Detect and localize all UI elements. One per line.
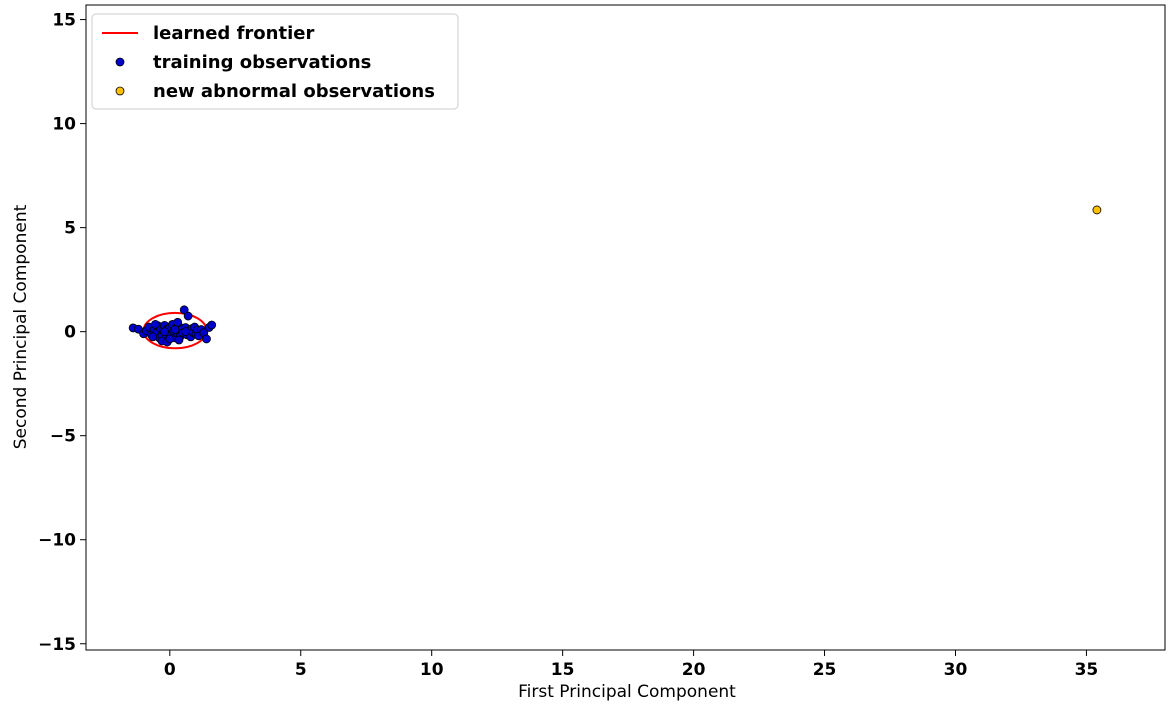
legend-marker-swatch: [115, 57, 125, 67]
y-tick-label: 0: [64, 323, 76, 343]
data-point: [165, 334, 175, 344]
x-tick-label: 30: [944, 660, 968, 680]
data-point: [160, 327, 169, 337]
data-point: [151, 319, 160, 329]
y-tick-label: −5: [50, 427, 76, 447]
data-point: [174, 335, 184, 345]
data-point: [179, 305, 189, 315]
data-point: [183, 311, 193, 321]
legend: learned frontier training observations new…: [91, 13, 459, 110]
series-0: [128, 305, 217, 347]
y-axis-label: Second Principal Component: [11, 204, 31, 449]
x-tick-label: 20: [682, 660, 706, 680]
y-tick-label: 15: [52, 11, 76, 31]
x-tick-label: 15: [551, 660, 575, 680]
data-point: [1092, 205, 1102, 215]
legend-label: new abnormal observations: [153, 81, 435, 102]
data-point: [207, 320, 217, 330]
legend-label: training observations: [153, 52, 371, 73]
y-axis-ticks: −15 −10 −5 0 5 10 15: [38, 11, 86, 655]
y-tick-label: −15: [38, 635, 76, 655]
x-tick-label: 0: [164, 660, 176, 680]
y-tick-label: −10: [38, 531, 76, 551]
x-tick-label: 35: [1075, 660, 1099, 680]
axes-frame: [85, 4, 1166, 651]
data-point: [148, 332, 158, 342]
x-axis-label: First Principal Component: [518, 682, 736, 702]
series-1: [1092, 205, 1102, 215]
data-point: [202, 334, 211, 344]
data-point: [173, 317, 183, 327]
y-tick-label: 5: [64, 219, 76, 239]
legend-box: [91, 13, 459, 110]
data-point: [170, 325, 180, 334]
legend-marker-swatch: [115, 86, 125, 96]
x-tick-label: 10: [420, 660, 444, 680]
x-axis-ticks: 0 5 10 15 20 25 30 35: [164, 650, 1098, 680]
x-tick-label: 25: [813, 660, 837, 680]
plot-area: [85, 4, 1166, 651]
x-tick-label: 5: [295, 660, 307, 680]
legend-label: learned frontier: [153, 23, 314, 44]
data-point: [181, 327, 190, 337]
y-tick-label: 10: [52, 115, 76, 135]
